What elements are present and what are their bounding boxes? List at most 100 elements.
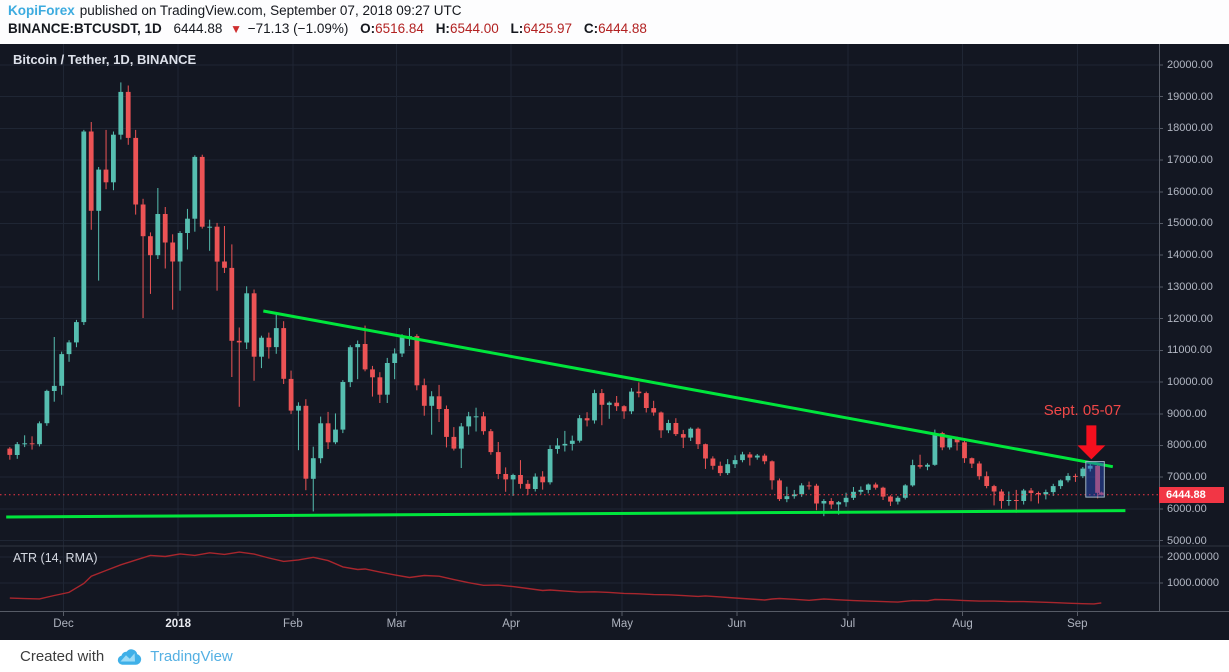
candles [7,82,1104,517]
candle-body [192,156,198,219]
tradingview-logo-icon[interactable] [116,647,143,666]
time-tick-label: Jun [727,618,747,630]
atr-line [9,551,1102,605]
price-tick-label: 18000.00 [1167,122,1213,135]
candle-body [296,405,301,411]
chart-legend[interactable]: Bitcoin / Tether, 1D, BINANCE [13,52,197,67]
candle-body [281,328,287,379]
candle-body [340,382,346,430]
candle-body [103,169,109,183]
annotation-text[interactable]: Sept. 05-07 [1043,401,1122,419]
trendline-descending-resistance[interactable] [263,309,1114,469]
candle-body [717,465,723,474]
publish-line: KopiForex published on TradingView.com, S… [8,3,462,18]
down-arrow-annotation[interactable] [1077,425,1106,460]
candle-body [458,426,464,449]
candle-body [902,485,908,498]
symbol-title[interactable]: BINANCE:BTCUSDT, 1D [8,21,162,36]
candle-body [1095,465,1100,493]
atr-legend[interactable]: ATR (14, RMA) [13,551,98,565]
candle-body [1087,465,1093,469]
candle-body [1050,486,1056,493]
gridlines [0,44,1159,612]
candle-body [81,131,87,323]
price-change: −71.13 (−1.09%) [247,21,349,36]
chart-area: Bitcoin / Tether, 1D, BINANCE ATR (14, R… [0,44,1229,640]
candle-body [636,391,642,394]
candle-body [865,484,871,490]
candle-body [229,267,235,341]
candle-body [651,408,657,413]
candle-body [858,489,864,492]
candle-body [762,455,768,462]
candle-body [777,480,782,500]
last-price: 6444.88 [173,21,223,36]
highlight-box[interactable] [1085,461,1105,498]
atr-tick-label: 1000.0000 [1167,577,1219,589]
candle-body [629,391,634,412]
candle-body [1058,480,1063,487]
atr-tick-label: 2000.0000 [1167,551,1219,563]
candle-body [399,336,405,354]
candle-body [1080,468,1086,477]
candle-body [1065,475,1071,481]
candle-body [288,378,294,411]
time-tick-label: Feb [282,618,303,630]
candle-body [414,336,420,386]
candle-body [1028,490,1034,493]
candle-body [244,293,250,343]
candle-body [421,385,427,406]
candle-body [969,458,975,464]
candle-body [976,463,982,477]
candle-body [917,465,923,467]
candle-body [799,485,805,495]
candle-body [355,344,361,348]
candle-body [1013,500,1019,501]
candle-body [525,483,531,489]
close-value: 6444.88 [598,21,647,36]
candle-body [310,458,316,479]
atr-axis: 2000.0000 1000.0000 [1160,546,1229,612]
candle-body [518,475,523,484]
time-axis: Dec 2018 Feb Mar Apr May Jun Jul Aug Sep [0,612,1229,640]
candle-body [599,393,605,405]
time-tick-label: Aug [952,618,973,630]
candle-body [806,485,812,487]
chart-canvas [0,44,1229,616]
candle-body [370,369,375,378]
candle-body [162,214,168,243]
open-label: O: [360,21,376,36]
last-price-tag: 6444.88 [1159,486,1224,503]
candle-body [814,485,819,504]
candle-body [555,445,560,449]
price-tick-label: 12000.00 [1167,312,1213,325]
open-value: 6516.84 [375,21,424,36]
footer: Created with TradingView [0,640,1229,672]
candle-body [710,458,716,466]
candle-body [740,454,745,461]
tradingview-brand-text[interactable]: TradingView [150,647,233,665]
trendline-horizontal-support[interactable] [6,509,1126,519]
candle-body [843,497,849,503]
candle-body [1073,475,1078,477]
price-tick-label: 6000.00 [1167,502,1207,515]
candle-body [155,214,161,256]
candle-body [214,226,220,262]
time-tick-label: Jul [840,618,856,630]
candle-body [74,322,79,343]
candle-body [392,353,398,363]
symbol-line: BINANCE:BTCUSDT, 1D 6444.88 ▼ −71.13 (−1… [8,21,647,36]
candle-body [503,474,509,480]
created-with-text: Created with [20,647,105,665]
candle-body [925,464,930,467]
candle-body [266,337,272,348]
author-link[interactable]: KopiForex [8,3,75,18]
price-axis: 20000.00 19000.00 18000.00 17000.00 16000.00… [1160,44,1229,546]
candle-body [44,390,50,424]
price-tick-label: 19000.00 [1167,90,1213,103]
candle-body [547,449,553,483]
price-tick-label: 14000.00 [1167,249,1213,262]
candle-body [140,204,146,237]
candle-body [821,501,827,504]
